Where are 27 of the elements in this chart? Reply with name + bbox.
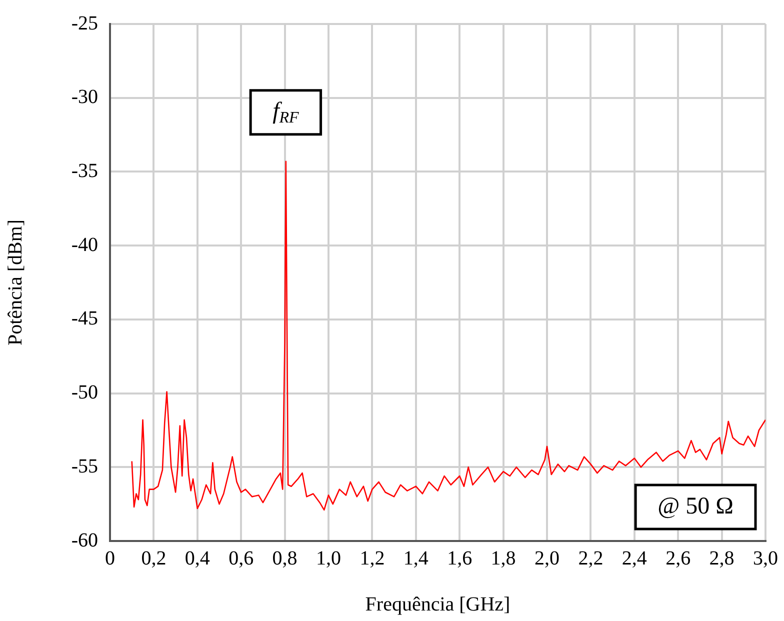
y-tick-label: -60: [71, 529, 98, 552]
x-tick-label: 0,4: [184, 547, 210, 570]
x-tick-label: 2,4: [622, 547, 647, 570]
y-tick-label: -55: [71, 455, 98, 478]
x-tick-label: 2,6: [666, 547, 691, 570]
x-tick-label: 0,8: [272, 547, 298, 570]
x-tick-label: 0,2: [141, 547, 166, 570]
y-tick-label: -30: [71, 86, 98, 108]
y-tick-label: -40: [71, 234, 98, 256]
annotation: @ 50 Ω: [658, 493, 734, 520]
x-tick-label: 1,8: [490, 547, 516, 570]
x-tick-label: 2,0: [534, 547, 560, 570]
x-tick-label: 1,6: [447, 547, 472, 570]
y-tick-label: -45: [71, 308, 98, 330]
x-tick-label: 2,2: [578, 547, 604, 570]
x-tick-label: 2,8: [709, 547, 734, 570]
x-tick-label: 0,6: [228, 547, 254, 570]
x-axis-title: Frequência [GHz]: [365, 593, 510, 616]
x-tick-label: 3,0: [753, 547, 778, 570]
x-tick-label: 1,2: [360, 547, 385, 570]
x-tick-label: 1,4: [403, 547, 428, 570]
y-tick-label: -25: [71, 12, 98, 34]
x-tick-label: 1,0: [316, 547, 341, 570]
y-tick-label: -50: [71, 382, 98, 404]
y-axis-title: Potência [dBm]: [4, 219, 26, 346]
x-tick-label: 0: [105, 547, 115, 570]
y-tick-label: -35: [71, 160, 98, 182]
